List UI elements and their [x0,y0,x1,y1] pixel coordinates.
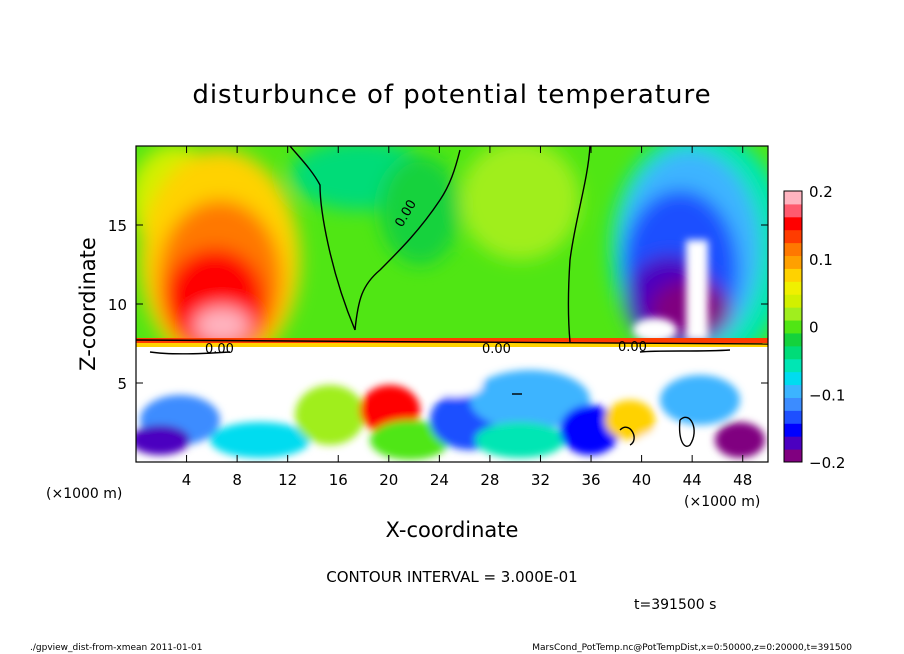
colorbar-swatch [784,281,802,295]
colorbar-swatch [784,384,802,398]
x-tick-label: 48 [733,471,752,489]
x-tick-label: 28 [480,471,499,489]
time-label: t=391500 s [634,597,716,613]
x-tick-label: 12 [278,471,297,489]
contour-interval-text: CONTOUR INTERVAL = 3.000E-01 [326,568,577,586]
x-tick-label: 20 [379,471,398,489]
colorbar-swatch [784,423,802,437]
colorbar-swatch [784,345,802,360]
colorbar-frame [783,190,803,463]
colorbar-swatch [784,242,802,257]
x-tick-label: 44 [683,471,702,489]
contour-label-3: 0.00 [482,342,511,357]
x-tick-label: 16 [329,471,348,489]
colorbar-swatch [784,397,802,411]
x-tick-label: 40 [632,471,651,489]
colorbar-swatch [784,203,802,218]
colorbar-tick-label: −0.1 [809,386,845,404]
colorbar-swatch [784,268,802,282]
colorbar-swatch [784,320,802,334]
colorbar-swatch [784,449,802,463]
x-tick-label: 8 [232,471,242,489]
colorbar-swatch [784,436,802,450]
z-tick-label: 10 [108,296,127,314]
colorbar-swatch [784,191,802,205]
chart-title: disturbunce of potential temperature [192,80,711,110]
colorbar-swatch [784,332,802,347]
colorbar [784,191,802,463]
x-unit-label: (×1000 m) [46,486,122,502]
x-tick-label: 32 [531,471,550,489]
colorbar-swatch [784,307,802,321]
x-axis: 4 8 12 16 20 24 28 32 36 40 44 48 [182,146,752,489]
contour-label-4: 0.00 [618,340,647,355]
colorbar-swatch [784,229,802,244]
colorbar-tick-label: 0.2 [809,183,833,201]
colorbar-tick-label: 0.1 [809,251,833,269]
colorbar-swatch [784,294,802,308]
colorbar-tick-label: 0 [809,319,819,337]
heatmap-field [136,146,768,462]
x-axis-title: X-coordinate [386,518,519,542]
colorbar-tick-label: −0.2 [809,454,845,472]
z-tick-label: 15 [108,217,127,235]
colorbar-swatch [784,410,802,424]
colorbar-swatch [784,358,802,373]
contour-label-2: 0.00 [205,342,234,357]
y-axis-title: Z-coordinate [76,237,100,371]
x-tick-label: 24 [430,471,449,489]
footer-right: MarsCond_PotTemp.nc@PotTempDist,x=0:5000… [532,643,852,653]
footer-left: ./gpview_dist-from-xmean 2011-01-01 [30,643,202,653]
colorbar-swatch [784,371,802,386]
z-unit-label: (×1000 m) [684,494,760,510]
colorbar-swatch [784,255,802,269]
z-tick-label: 5 [117,375,127,393]
x-tick-label: 36 [581,471,600,489]
x-tick-label: 4 [182,471,192,489]
colorbar-ticks: 0.2 0.1 0 −0.1 −0.2 [809,183,845,472]
colorbar-swatch [784,216,802,231]
z-axis: 5 10 15 [108,217,768,393]
